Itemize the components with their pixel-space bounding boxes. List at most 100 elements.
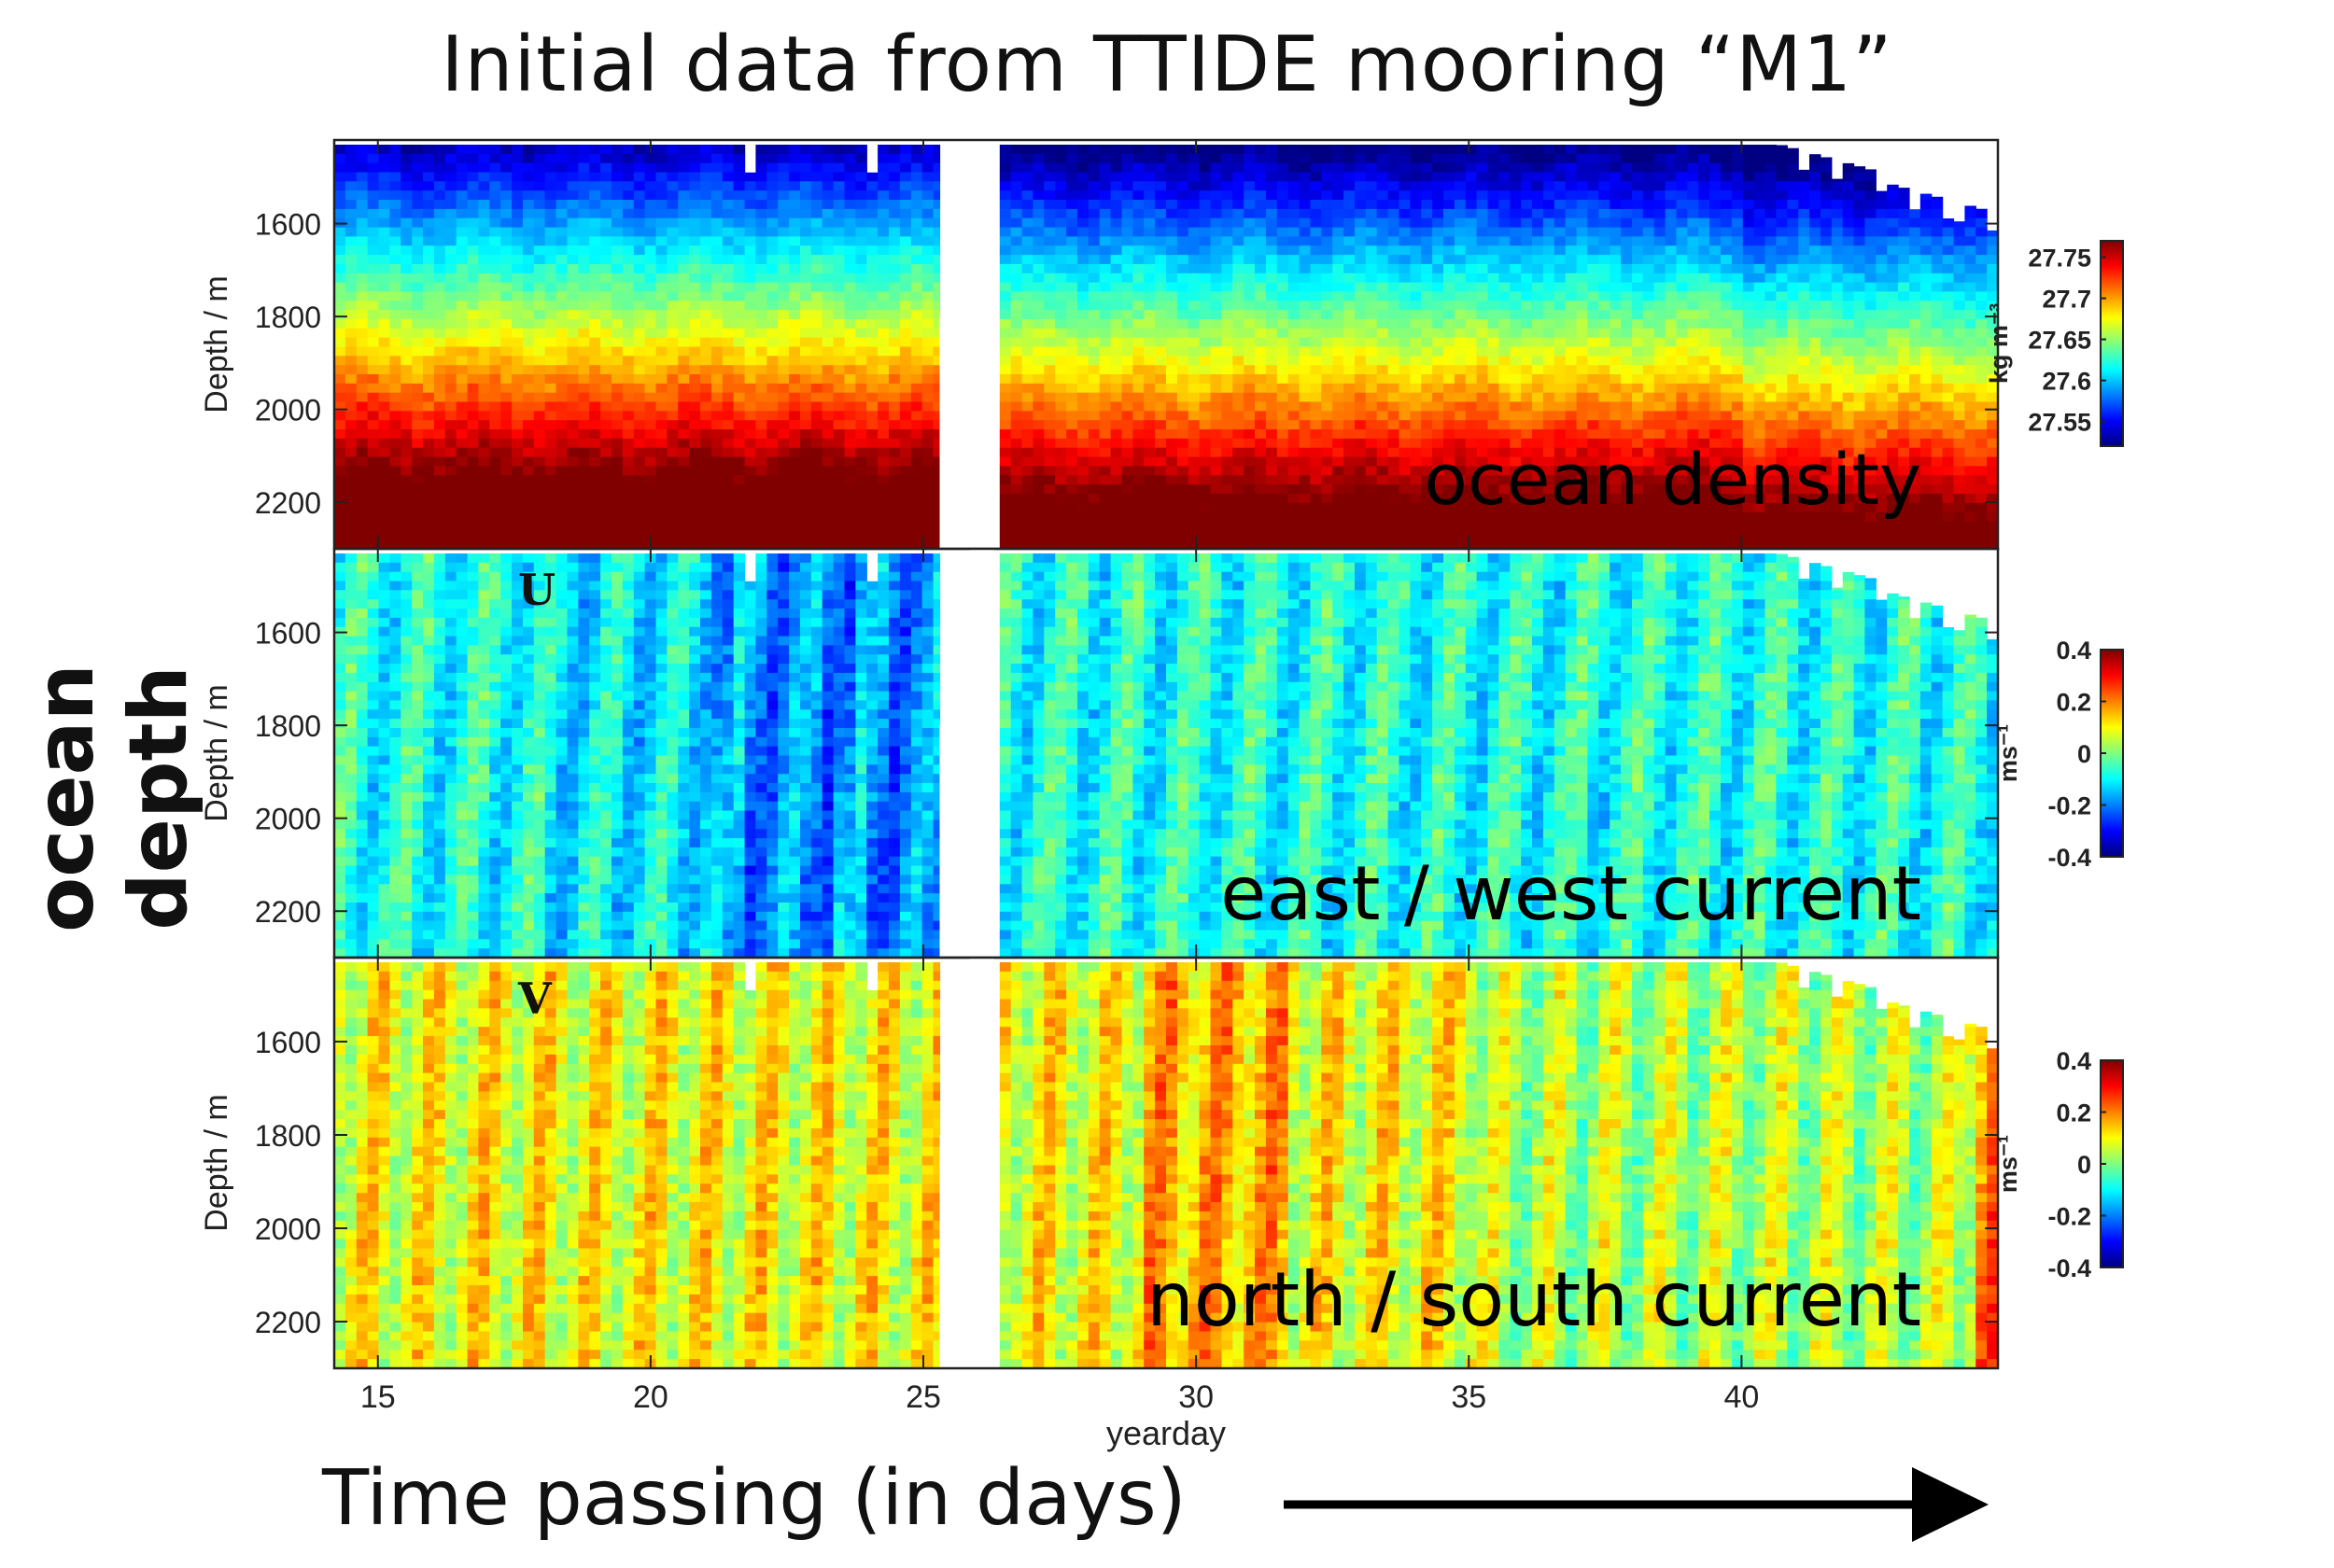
heatmap-cell [444, 301, 457, 311]
heatmap-cell [1498, 356, 1511, 366]
heatmap-cell [456, 190, 469, 201]
heatmap-cell [500, 245, 513, 256]
heatmap-cell [1176, 411, 1189, 421]
heatmap-cell [1454, 190, 1467, 201]
heatmap-cell [1510, 401, 1522, 412]
heatmap-cell [733, 337, 746, 347]
heatmap-cell [1033, 502, 1045, 513]
heatmap-cell [1044, 153, 1056, 164]
heatmap-cell [1487, 475, 1499, 485]
heatmap-cell [655, 282, 668, 292]
heatmap-cell [344, 484, 358, 495]
heatmap-cell [1376, 438, 1389, 449]
heatmap-cell [622, 539, 635, 550]
heatmap-cell [1077, 411, 1090, 421]
heatmap-cell [467, 411, 480, 421]
heatmap-cell [512, 208, 524, 219]
heatmap-cell [1498, 337, 1511, 347]
heatmap-cell [1443, 365, 1455, 375]
heatmap-cell [855, 236, 867, 246]
heatmap-cell [1454, 475, 1467, 485]
heatmap-cell [1376, 484, 1389, 495]
heatmap-cell [423, 411, 435, 421]
heatmap-cell [700, 263, 712, 274]
heatmap-cell [467, 227, 480, 237]
heatmap-cell [889, 392, 901, 403]
heatmap-cell [1210, 475, 1222, 485]
heatmap-cell [921, 466, 935, 476]
heatmap-cell [378, 456, 390, 467]
heatmap-cell [1476, 310, 1489, 320]
heatmap-cell [855, 539, 867, 550]
heatmap-cell [555, 153, 569, 164]
heatmap-cell [523, 310, 535, 320]
heatmap-cell [1221, 420, 1233, 430]
heatmap-cell [1365, 447, 1378, 458]
heatmap-cell [700, 145, 712, 155]
heatmap-cell [1465, 162, 1478, 174]
heatmap-cell [678, 282, 690, 292]
heatmap-cell [1188, 356, 1201, 366]
heatmap-cell [1088, 447, 1101, 458]
heatmap-cell [766, 236, 779, 246]
heatmap-cell [1144, 162, 1156, 174]
heatmap-cell [855, 456, 867, 467]
heatmap-cell [778, 227, 790, 237]
heatmap-cell [1321, 208, 1333, 219]
heatmap-cell [1287, 484, 1301, 495]
heatmap-cell [1166, 236, 1178, 246]
heatmap-cell [778, 511, 790, 522]
heatmap-cell [1044, 190, 1056, 201]
heatmap-cell [633, 539, 646, 550]
heatmap-cell [755, 245, 767, 256]
heatmap-cell [644, 484, 657, 495]
heatmap-cell [1454, 153, 1467, 164]
heatmap-cell [1121, 401, 1133, 412]
heatmap-cell [766, 374, 779, 385]
heatmap-cell [1542, 420, 1555, 430]
heatmap-cell [589, 539, 601, 550]
heatmap-cell [1199, 310, 1212, 320]
heatmap-cell [722, 466, 735, 476]
heatmap-cell [1265, 319, 1278, 329]
heatmap-cell [1099, 162, 1112, 174]
heatmap-cell [633, 365, 646, 375]
heatmap-cell [1587, 466, 1599, 476]
heatmap-cell [1632, 401, 1644, 412]
heatmap-cell [1055, 494, 1067, 504]
heatmap-cell [921, 236, 935, 246]
heatmap-cell [733, 181, 746, 191]
heatmap-cell [1476, 511, 1489, 522]
heatmap-cell [344, 255, 358, 265]
heatmap-cell [689, 328, 701, 339]
heatmap-cell [710, 511, 724, 522]
heatmap-cell [1421, 217, 1433, 229]
heatmap-cell [433, 438, 446, 449]
heatmap-cell [855, 282, 867, 292]
heatmap-cell [833, 438, 846, 449]
heatmap-cell [778, 328, 790, 339]
heatmap-cell [755, 447, 767, 458]
heatmap-cell [689, 438, 701, 449]
heatmap-cell [1321, 484, 1333, 495]
heatmap-cell [1099, 301, 1112, 311]
heatmap-cell [1421, 429, 1433, 440]
heatmap-cell [1232, 227, 1244, 237]
heatmap-cell [744, 282, 757, 292]
heatmap-cell [1310, 208, 1322, 219]
heatmap-cell [389, 245, 401, 256]
heatmap-cell [722, 539, 735, 550]
heatmap-cell [1454, 383, 1467, 394]
heatmap-cell [1221, 153, 1233, 164]
heatmap-cell [1621, 401, 1633, 412]
heatmap-cell [1399, 172, 1411, 182]
heatmap-cell [356, 356, 369, 366]
heatmap-cell [1487, 190, 1499, 201]
heatmap-cell [478, 530, 490, 540]
heatmap-cell [1610, 310, 1622, 320]
heatmap-cell [755, 475, 767, 485]
heatmap-cell [1299, 181, 1312, 191]
heatmap-cell [423, 475, 435, 485]
heatmap-cell [1088, 310, 1101, 320]
heatmap-cell [1321, 172, 1333, 182]
